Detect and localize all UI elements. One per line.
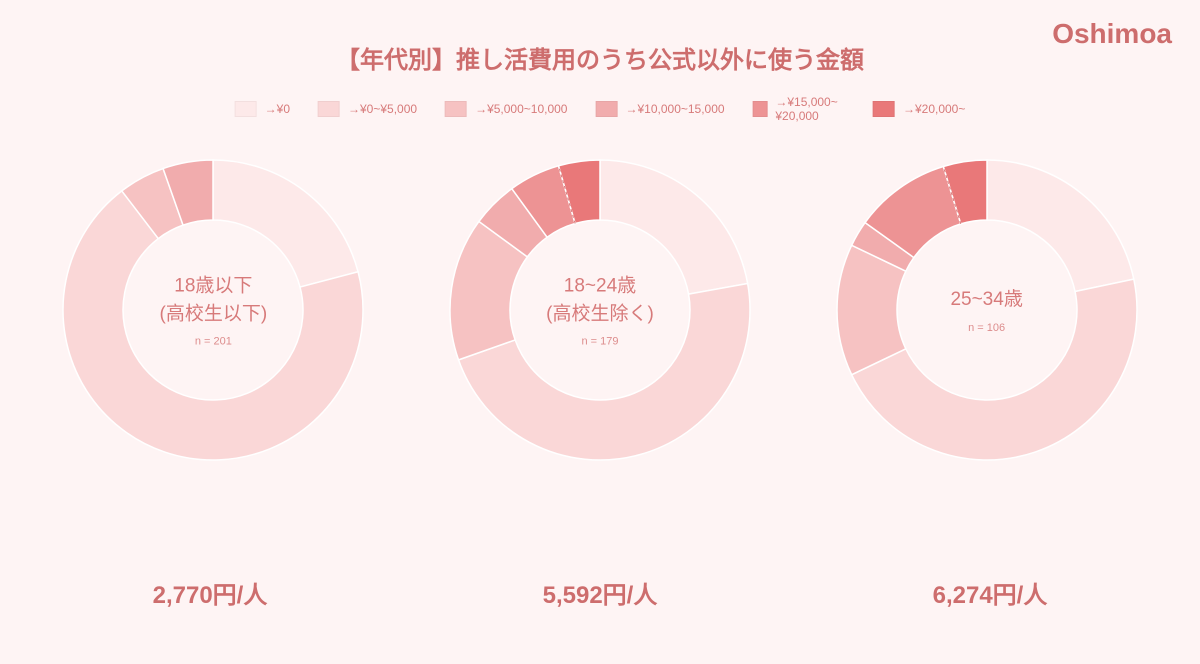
legend-swatch xyxy=(235,101,257,117)
legend-label: →¥0~¥5,000 xyxy=(348,102,417,116)
legend-item: →¥15,000~ ¥20,000 xyxy=(753,95,845,123)
legend-label: →¥5,000~10,000 xyxy=(475,102,567,116)
donut-center-n: n = 106 xyxy=(897,322,1077,334)
donut-chart: 0円21.7%~ 5,000円46.2%~ 10,000円14.2%~ 15,0… xyxy=(817,140,1157,480)
donut-center-title: 18歳以下(高校生以下) xyxy=(123,272,303,327)
donut-center-label: 25~34歳 n = 106 xyxy=(897,286,1077,334)
legend-item: →¥20,000~ xyxy=(873,101,965,117)
legend-label: →¥15,000~ ¥20,000 xyxy=(775,95,845,123)
legend-label: →¥20,000~ xyxy=(903,102,965,116)
donut-center-label: 18~24歳(高校生除く) n = 179 xyxy=(510,272,690,347)
legend-swatch xyxy=(753,101,768,117)
chart-column: 0円22.4%~ 5,000円47.9%~ 10,000円15.60%~ 15,… xyxy=(410,140,790,480)
legend-swatch xyxy=(445,101,467,117)
legend: →¥0 →¥0~¥5,000 →¥5,000~10,000 →¥10,000~15,0… xyxy=(235,95,966,123)
chart-column: 0円21.7%~ 5,000円46.2%~ 10,000円14.2%~ 15,0… xyxy=(797,140,1177,480)
donut-chart: 0円20.9%~ 5,000円68.7%~ 10,000円5.0%~ 15,00… xyxy=(43,140,383,480)
brand-logo: Oshimoa xyxy=(1052,18,1172,50)
legend-item: →¥5,000~10,000 xyxy=(445,101,567,117)
chart-column: 0円20.9%~ 5,000円68.7%~ 10,000円5.0%~ 15,00… xyxy=(23,140,403,480)
legend-label: →¥10,000~15,000 xyxy=(625,102,724,116)
avg-label-1: 5,592円/人 xyxy=(410,575,790,610)
legend-item: →¥10,000~15,000 xyxy=(595,101,724,117)
legend-swatch xyxy=(873,101,895,117)
legend-swatch xyxy=(318,101,340,117)
charts-row: 0円20.9%~ 5,000円68.7%~ 10,000円5.0%~ 15,00… xyxy=(0,140,1200,480)
donut-chart: 0円22.4%~ 5,000円47.9%~ 10,000円15.60%~ 15,… xyxy=(430,140,770,480)
legend-item: →¥0 xyxy=(235,101,290,117)
donut-center-label: 18歳以下(高校生以下) n = 201 xyxy=(123,272,303,347)
legend-label: →¥0 xyxy=(265,102,290,116)
donut-center-n: n = 201 xyxy=(123,336,303,348)
donut-slice xyxy=(213,160,358,287)
donut-slice xyxy=(987,160,1134,291)
donut-center-title: 25~34歳 xyxy=(897,286,1077,314)
donut-center-n: n = 179 xyxy=(510,336,690,348)
avg-label-0: 2,770円/人 xyxy=(20,575,400,610)
avg-label-2: 6,274円/人 xyxy=(800,575,1180,610)
chart-title: 【年代別】推し活費用のうち公式以外に使う金額 xyxy=(336,40,864,75)
legend-item: →¥0~¥5,000 xyxy=(318,101,417,117)
donut-center-title: 18~24歳(高校生除く) xyxy=(510,272,690,327)
legend-swatch xyxy=(595,101,617,117)
